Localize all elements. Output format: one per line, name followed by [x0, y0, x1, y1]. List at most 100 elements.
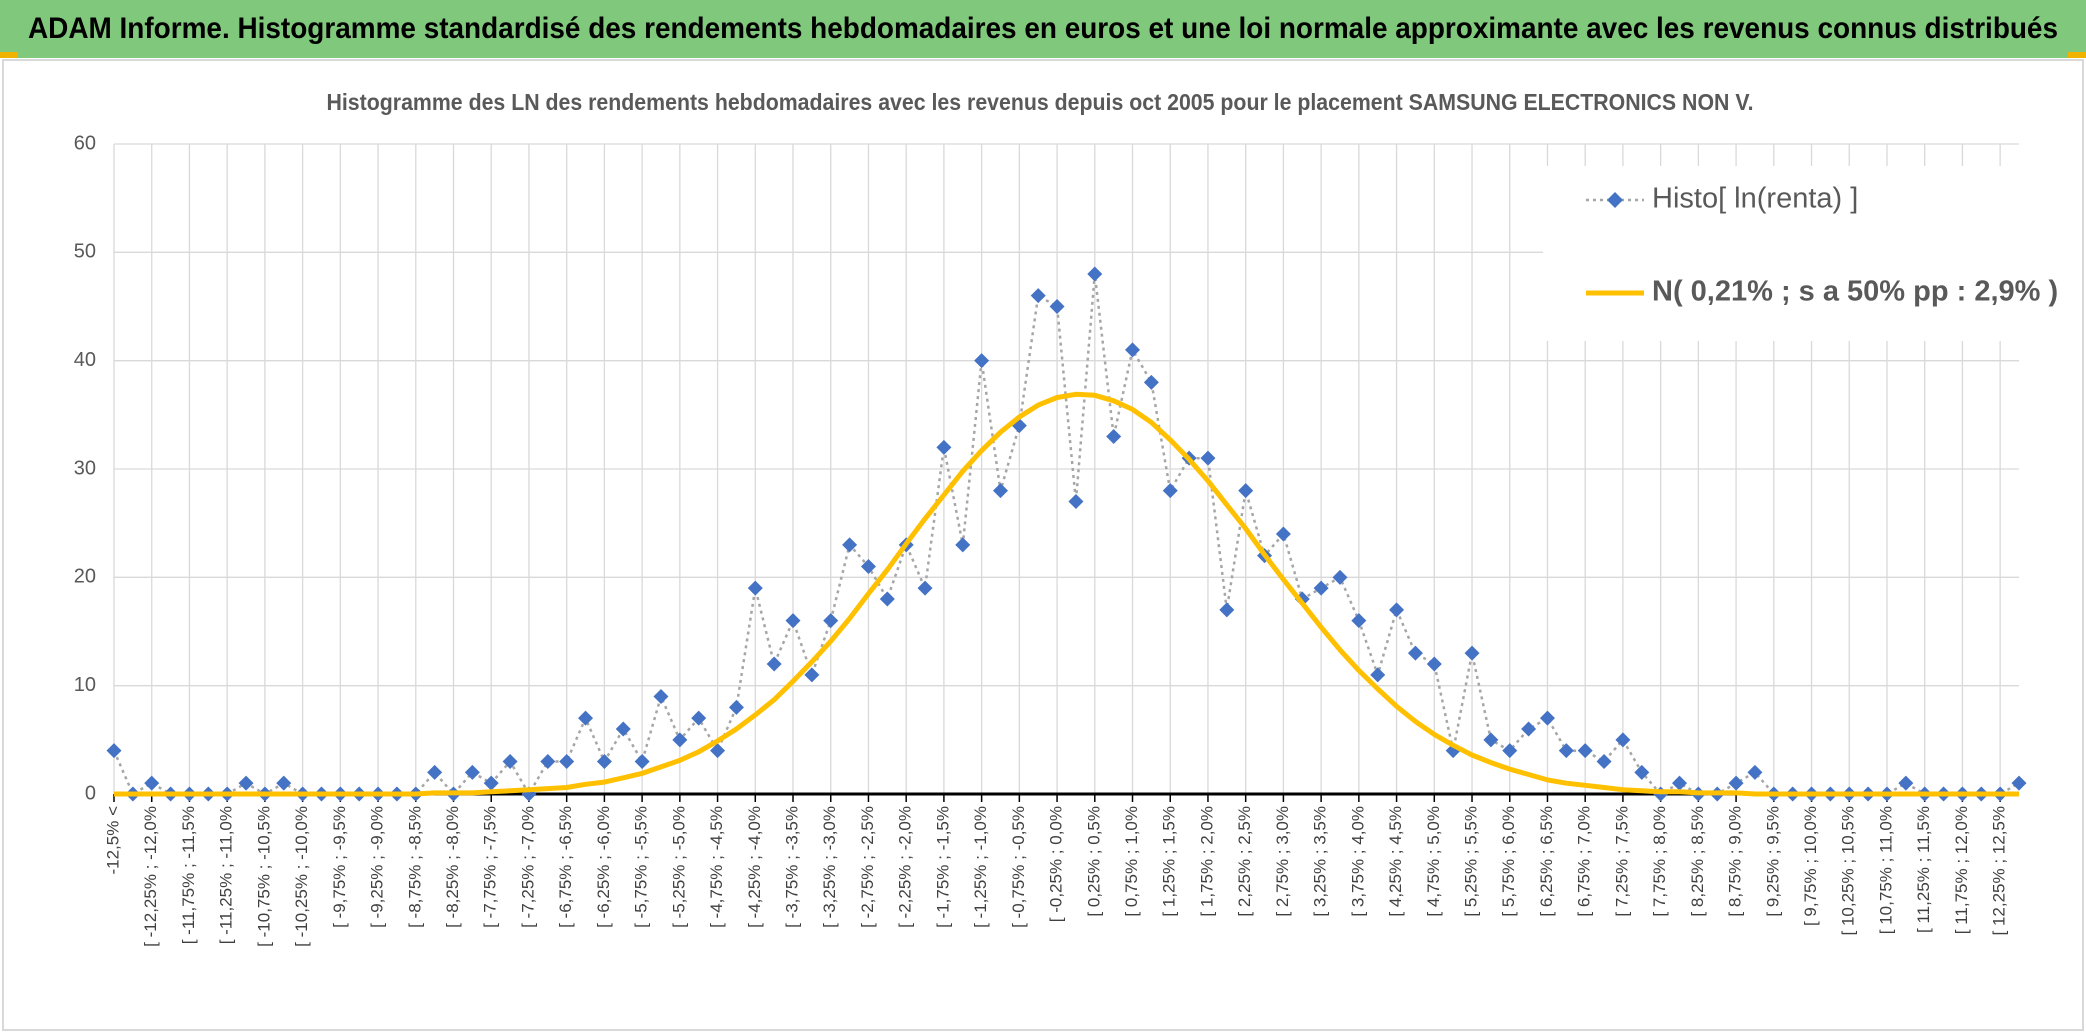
x-tick-label: [ 2,75% ; 3,0%	[1273, 806, 1292, 917]
y-tick-label: 10	[74, 674, 96, 696]
x-tick-label: [ 1,25% ; 1,5%	[1160, 806, 1179, 917]
x-tick-label: [ 4,25% ; 4,5%	[1386, 806, 1405, 917]
x-tick-label: -12,5% <	[103, 806, 122, 875]
x-tick-label: [ -8,75% ; -8,5%	[405, 806, 424, 928]
data-point	[1068, 494, 1084, 509]
data-point	[1558, 743, 1574, 759]
header-title: ADAM Informe. Histogramme standardisé de…	[28, 12, 2058, 45]
x-tick-label: [ -4,75% ; -4,5%	[707, 806, 726, 928]
data-point	[1615, 732, 1631, 748]
x-tick-label: [ -5,25% ; -5,0%	[669, 806, 688, 928]
data-point	[1502, 743, 1518, 759]
data-point	[578, 710, 594, 726]
data-point	[1898, 775, 1914, 791]
header-bar	[0, 0, 2086, 58]
y-tick-label: 20	[74, 566, 96, 588]
x-tick-label: [ -2,75% ; -2,5%	[858, 806, 877, 928]
data-point	[615, 721, 631, 737]
data-point	[1596, 754, 1612, 769]
x-tick-label: [ -10,25% ; -10,0%	[292, 806, 311, 947]
data-point	[144, 775, 160, 791]
data-point	[1143, 374, 1159, 390]
x-tick-label: [ -9,25% ; -9,0%	[368, 806, 387, 928]
data-point	[427, 764, 443, 780]
data-point	[710, 743, 726, 759]
x-tick-label: [ 5,75% ; 6,0%	[1499, 806, 1518, 917]
x-tick-label: [ -5,75% ; -5,5%	[632, 806, 651, 928]
x-tick-label: [ -4,25% ; -4,0%	[745, 806, 764, 928]
y-tick-label: 40	[74, 349, 96, 371]
data-point	[860, 559, 876, 574]
data-point	[1087, 266, 1103, 282]
data-point	[502, 754, 518, 769]
data-point	[974, 353, 990, 369]
legend-label: N( 0,21% ; s a 50% pp : 2,9% )	[1652, 276, 2058, 308]
legend-box	[1543, 166, 2019, 341]
data-point	[596, 754, 612, 769]
data-point	[842, 537, 858, 553]
data-point	[1464, 645, 1480, 661]
data-point	[992, 483, 1008, 499]
data-point	[540, 754, 556, 769]
series-line	[114, 391, 2019, 797]
data-point	[1049, 299, 1065, 314]
data-point	[1407, 645, 1423, 661]
data-point	[1747, 764, 1763, 780]
x-tick-label: [ -6,75% ; -6,5%	[556, 806, 575, 928]
data-point	[823, 613, 839, 629]
data-point	[1426, 656, 1442, 672]
data-point	[1671, 775, 1687, 791]
data-point	[747, 580, 763, 596]
x-tick-label: [ 0,25% ; 0,5%	[1084, 806, 1103, 917]
data-point	[634, 754, 650, 769]
data-point	[1219, 602, 1235, 618]
x-tick-label: [ 11,25% ; 11,5%	[1914, 806, 1933, 933]
legend-marker	[1607, 192, 1623, 208]
data-point	[483, 775, 499, 791]
data-point	[1521, 721, 1537, 737]
data-point	[106, 743, 122, 759]
x-tick-label: [ 6,75% ; 7,0%	[1575, 806, 1594, 917]
data-point	[1539, 710, 1555, 726]
y-tick-label: 30	[74, 457, 96, 479]
x-tick-label: [ 8,25% ; 8,5%	[1688, 806, 1707, 917]
data-point	[1238, 483, 1254, 499]
chart-title: Histogramme des LN des rendements hebdom…	[327, 89, 1754, 115]
data-point	[1332, 569, 1348, 585]
data-point	[728, 699, 744, 715]
y-tick-label: 60	[74, 132, 96, 154]
x-tick-label: [ -3,75% ; -3,5%	[782, 806, 801, 928]
x-tick-label: [ 5,25% ; 5,5%	[1462, 806, 1481, 917]
data-point	[1313, 580, 1329, 596]
x-tick-label: [ -10,75% ; -10,5%	[254, 806, 273, 947]
data-point	[653, 689, 669, 704]
data-point	[936, 439, 952, 455]
x-tick-label: [ -8,25% ; -8,0%	[443, 806, 462, 928]
x-tick-label: [ 9,75% ; 10,0%	[1801, 806, 1820, 926]
x-tick-label: [ -0,75% ; -0,5%	[1009, 806, 1028, 928]
data-point	[1106, 429, 1122, 444]
x-tick-label: [ 7,75% ; 8,0%	[1650, 806, 1669, 917]
data-point	[1275, 526, 1291, 542]
data-point	[917, 580, 933, 596]
x-tick-label: [ -12,25% ; -12,0%	[141, 806, 160, 947]
data-point	[1483, 732, 1499, 748]
data-point	[955, 537, 971, 553]
chart-frame	[2, 59, 2084, 1031]
data-point	[804, 667, 820, 683]
data-point	[1577, 743, 1593, 759]
x-tick-label: [ -7,25% ; -7,0%	[518, 806, 537, 928]
x-tick-label: [ 6,25% ; 6,5%	[1537, 806, 1556, 917]
y-tick-label: 50	[74, 241, 96, 263]
x-tick-label: [ 9,25% ; 9,5%	[1763, 806, 1782, 917]
data-point	[879, 591, 895, 607]
x-tick-label: [ -7,75% ; -7,5%	[481, 806, 500, 928]
data-point	[1162, 483, 1178, 499]
data-point	[238, 775, 254, 791]
data-point	[1351, 613, 1367, 629]
x-tick-label: [ 7,25% ; 7,5%	[1612, 806, 1631, 917]
data-point	[1389, 602, 1405, 618]
corner	[2068, 52, 2086, 58]
corner	[0, 52, 18, 58]
x-tick-label: [ 11,75% ; 12,0%	[1952, 806, 1971, 934]
